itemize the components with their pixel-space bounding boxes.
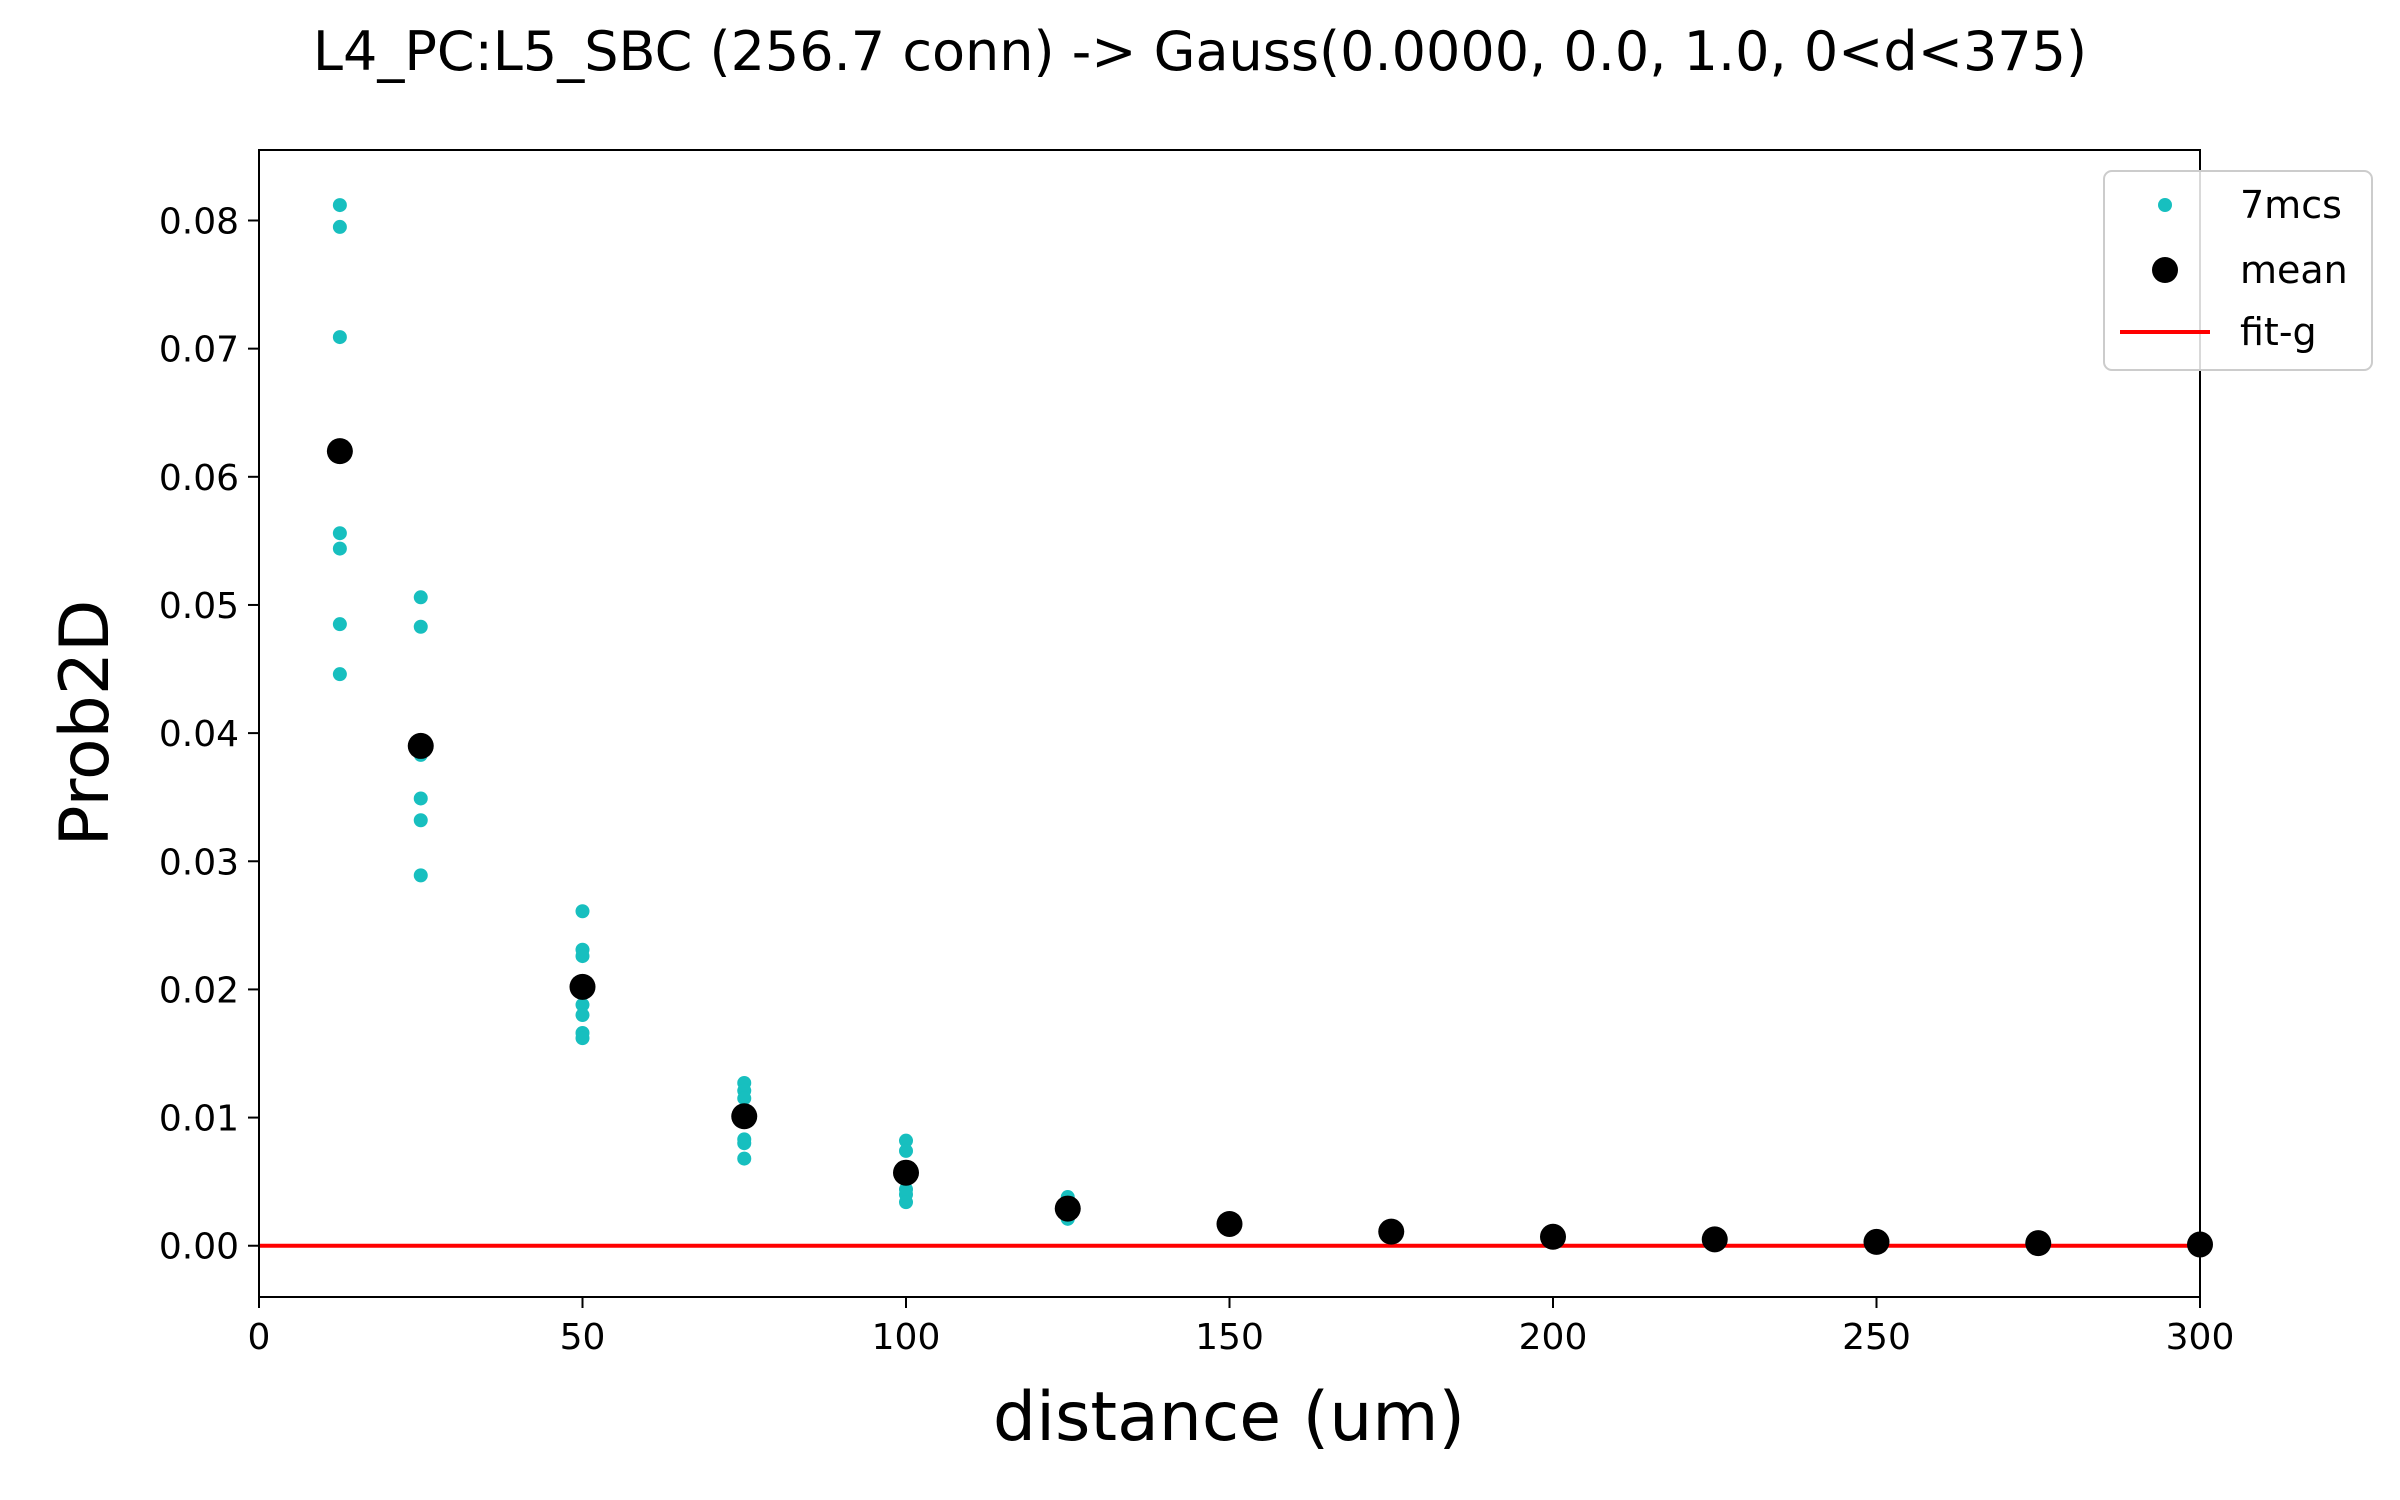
- y-axis: 0.00 0.01 0.02 0.03 0.04 0.05 0.06 0.07 0.08: [159, 201, 259, 1268]
- y-tick-label: 0.03: [159, 842, 239, 883]
- point-mean: [1540, 1223, 1566, 1250]
- y-tick-label: 0.05: [159, 586, 239, 627]
- y-axis-label: Prob2D: [46, 600, 125, 847]
- point-mean: [1378, 1218, 1405, 1245]
- y-tick-label: 0.01: [159, 1099, 239, 1140]
- point-7mcs: [332, 617, 347, 632]
- point-7mcs: [413, 590, 428, 605]
- legend-marker-7mcs: [2158, 198, 2172, 212]
- point-7mcs: [899, 1133, 913, 1148]
- point-mean: [326, 438, 353, 465]
- point-mean: [1701, 1226, 1728, 1253]
- legend-label-mean: mean: [2240, 248, 2348, 292]
- point-7mcs: [332, 667, 347, 682]
- point-7mcs: [575, 949, 590, 964]
- point-mean: [1863, 1228, 1890, 1255]
- point-7mcs: [899, 1195, 913, 1210]
- data-layer: [259, 198, 2213, 1258]
- point-7mcs: [413, 868, 428, 883]
- y-tick-label: 0.08: [159, 201, 239, 242]
- legend-label-7mcs: 7mcs: [2240, 183, 2342, 227]
- point-7mcs: [737, 1136, 752, 1151]
- point-7mcs: [575, 1008, 590, 1023]
- x-axis-label: distance (um): [993, 1378, 1465, 1457]
- point-mean: [731, 1103, 758, 1130]
- y-tick-label: 0.04: [159, 714, 239, 755]
- point-7mcs: [332, 541, 347, 556]
- point-mean: [1054, 1195, 1081, 1222]
- point-mean: [2025, 1230, 2052, 1257]
- x-axis: 0 50 100 150 200 250 300: [248, 1297, 2235, 1358]
- chart-title: L4_PC:L5_SBC (256.7 conn) -> Gauss(0.000…: [313, 20, 2087, 83]
- legend: 7mcs mean fit-g: [2103, 170, 2373, 371]
- point-7mcs: [332, 198, 347, 213]
- x-tick-label: 0: [248, 1317, 271, 1358]
- point-7mcs: [413, 619, 428, 634]
- point-7mcs: [737, 1091, 752, 1106]
- plot-frame: [258, 149, 2201, 1298]
- point-7mcs: [332, 526, 347, 541]
- point-mean: [893, 1159, 919, 1186]
- point-7mcs: [413, 791, 428, 806]
- x-tick-label: 150: [1195, 1317, 1264, 1358]
- point-mean: [1216, 1210, 1243, 1237]
- x-tick-label: 300: [2166, 1317, 2235, 1358]
- point-7mcs: [575, 997, 590, 1012]
- y-tick-label: 0.06: [159, 458, 239, 499]
- legend-box: [2103, 170, 2373, 371]
- y-tick-label: 0.07: [159, 330, 239, 371]
- point-7mcs: [575, 904, 590, 919]
- x-tick-label: 200: [1519, 1317, 1588, 1358]
- point-mean: [407, 732, 434, 759]
- point-7mcs: [737, 1151, 752, 1166]
- legend-label-fit-g: fit-g: [2240, 310, 2317, 354]
- point-7mcs: [332, 219, 347, 234]
- point-7mcs: [413, 813, 428, 828]
- point-7mcs: [575, 1031, 590, 1046]
- y-tick-label: 0.00: [159, 1227, 239, 1268]
- point-7mcs: [332, 330, 347, 345]
- x-tick-label: 100: [872, 1317, 941, 1358]
- y-tick-label: 0.02: [159, 970, 239, 1011]
- point-7mcs: [899, 1143, 913, 1158]
- x-tick-label: 50: [560, 1317, 606, 1358]
- point-mean: [569, 973, 596, 1000]
- legend-marker-mean: [2152, 257, 2178, 283]
- x-tick-label: 250: [1842, 1317, 1911, 1358]
